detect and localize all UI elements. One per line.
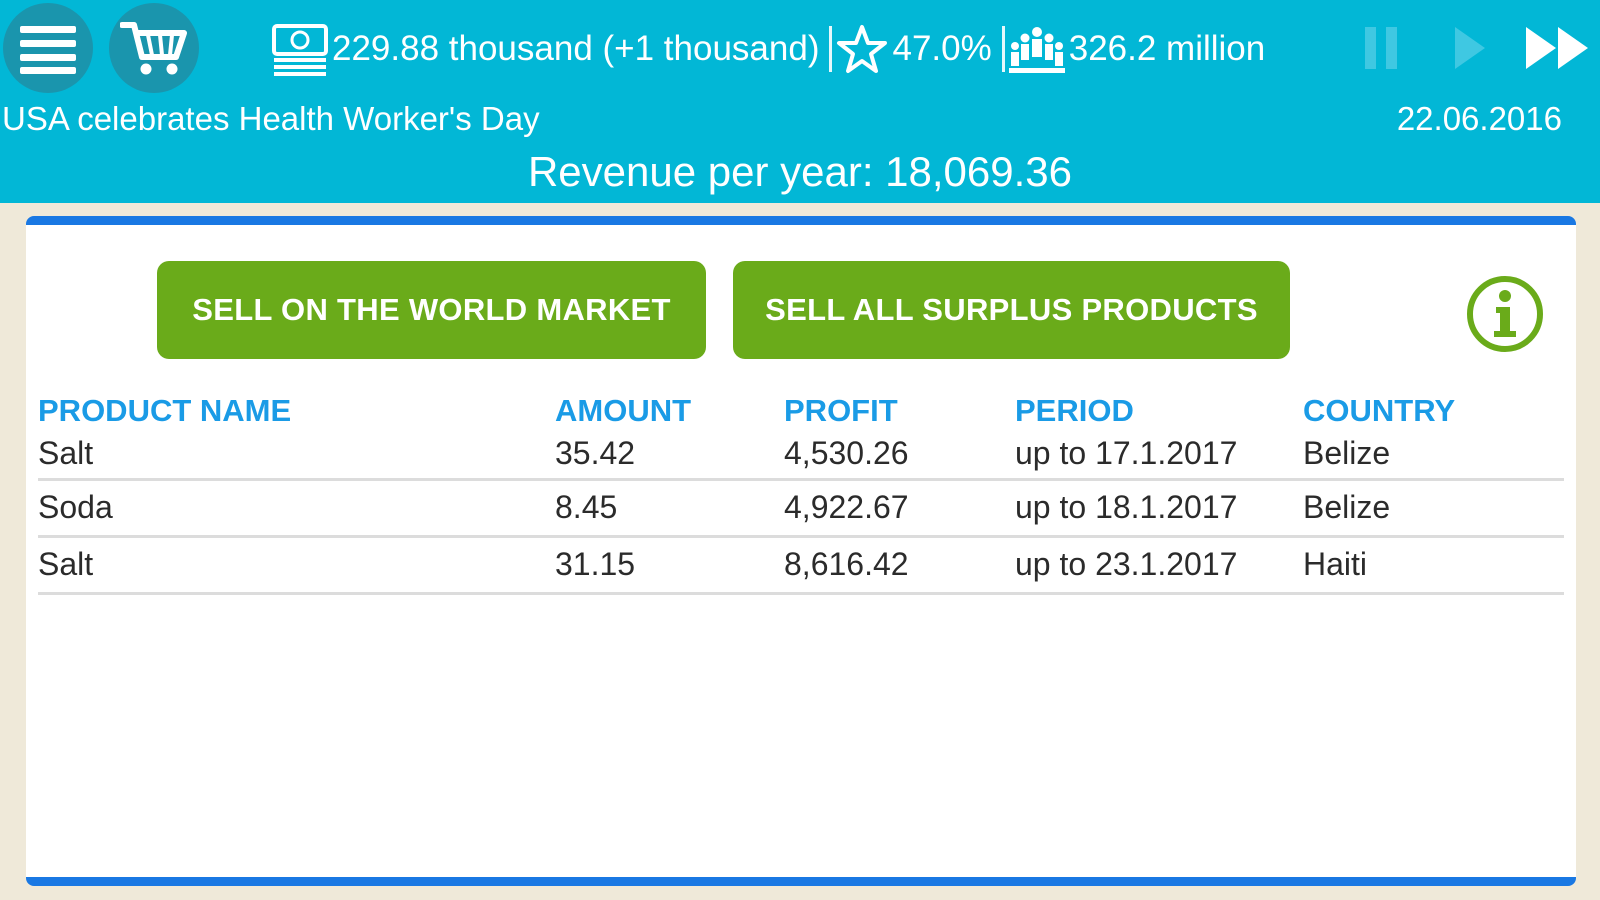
population-value: 326.2 million <box>1068 29 1266 68</box>
column-header-period: PERIOD <box>1015 393 1134 428</box>
info-icon <box>1467 276 1543 352</box>
sales-panel: SELL ON THE WORLD MARKET SELL ALL SURPLU… <box>26 216 1576 886</box>
shop-button[interactable] <box>109 3 199 93</box>
cell-profit: 8,616.42 <box>784 536 1015 595</box>
approval-value: 47.0% <box>892 29 992 68</box>
cell-country: Haiti <box>1303 536 1564 595</box>
pause-icon <box>1365 27 1397 69</box>
products-table: PRODUCT NAME AMOUNT PROFIT PERIOD COUNTR… <box>38 377 1564 595</box>
cell-amount: 31.15 <box>555 536 784 595</box>
cart-icon <box>120 22 187 75</box>
cell-period: up to 23.1.2017 <box>1015 536 1303 595</box>
cell-amount: 8.45 <box>555 479 784 538</box>
cell-country: Belize <box>1303 429 1564 481</box>
menu-button[interactable] <box>3 3 93 93</box>
pause-button[interactable] <box>1356 18 1406 78</box>
cell-product-name: Salt <box>38 536 555 595</box>
cell-country: Belize <box>1303 479 1564 538</box>
table-row[interactable]: Salt 35.42 4,530.26 up to 17.1.2017 Beli… <box>38 429 1564 481</box>
cell-product-name: Soda <box>38 479 555 538</box>
revenue-per-year: Revenue per year: 18,069.36 <box>527 148 1073 195</box>
fast-forward-button[interactable] <box>1522 18 1592 78</box>
stats-divider <box>1001 26 1005 72</box>
sell-surplus-button[interactable]: SELL ALL SURPLUS PRODUCTS <box>733 261 1290 359</box>
fast-forward-icon <box>1526 27 1588 69</box>
cell-amount: 35.42 <box>555 429 784 481</box>
top-bar: 229.88 thousand (+1 thousand) 47.0% <box>0 0 1600 203</box>
cell-period: up to 17.1.2017 <box>1015 429 1303 481</box>
info-button[interactable] <box>1466 275 1544 353</box>
sell-world-market-button[interactable]: SELL ON THE WORLD MARKET <box>157 261 706 359</box>
star-icon <box>836 24 888 74</box>
population-icon <box>1008 24 1065 74</box>
table-row[interactable]: Soda 8.45 4,922.67 up to 18.1.2017 Beliz… <box>38 479 1564 538</box>
column-header-profit: PROFIT <box>784 393 898 428</box>
column-header-amount: AMOUNT <box>555 393 692 428</box>
cell-period: up to 18.1.2017 <box>1015 479 1303 538</box>
cell-profit: 4,922.67 <box>784 479 1015 538</box>
game-date: 22.06.2016 <box>1396 100 1562 137</box>
play-icon <box>1455 27 1485 69</box>
stats-divider <box>829 26 833 72</box>
money-icon <box>272 22 328 76</box>
menu-icon <box>20 26 76 74</box>
column-header-product-name: PRODUCT NAME <box>38 393 292 428</box>
cell-profit: 4,530.26 <box>784 429 1015 481</box>
cell-product-name: Salt <box>38 429 555 481</box>
play-button[interactable] <box>1444 18 1494 78</box>
news-ticker: USA celebrates Health Worker's Day <box>2 100 540 137</box>
table-header-row: PRODUCT NAME AMOUNT PROFIT PERIOD COUNTR… <box>38 377 1564 429</box>
column-header-country: COUNTRY <box>1303 393 1456 428</box>
stats-bar: 229.88 thousand (+1 thousand) 47.0% <box>272 18 1265 80</box>
money-value: 229.88 thousand (+1 thousand) <box>332 29 820 68</box>
table-row[interactable]: Salt 31.15 8,616.42 up to 23.1.2017 Hait… <box>38 536 1564 595</box>
